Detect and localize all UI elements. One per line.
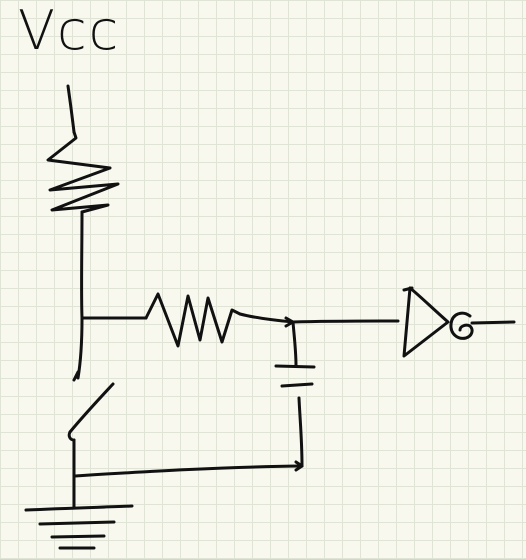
ground-bar-top	[24, 504, 134, 512]
inverter-triangle	[402, 286, 450, 358]
inverter-top-mark	[402, 286, 414, 292]
switch-upper-wire	[76, 316, 84, 380]
vcc-lead-wire	[66, 84, 76, 134]
inverter-output-wire	[470, 320, 516, 325]
ground-bar-lower	[50, 534, 106, 539]
capacitor-lower-lead	[297, 396, 304, 468]
pull-up-resistor	[46, 130, 120, 214]
series-resistor	[144, 292, 242, 348]
resistor-to-junction-wire	[238, 312, 295, 324]
junction-to-inverter-wire	[291, 319, 400, 324]
switch-arm	[68, 382, 115, 434]
vcc-label: Vcc	[18, 0, 121, 62]
bottom-return-wire	[72, 464, 304, 478]
ground-bar-middle	[38, 520, 116, 526]
capacitor-lower-plate	[280, 382, 314, 388]
switch-upper-contact	[72, 370, 80, 382]
capacitor-upper-lead	[291, 320, 298, 368]
inverter-output-bubble	[449, 311, 474, 340]
